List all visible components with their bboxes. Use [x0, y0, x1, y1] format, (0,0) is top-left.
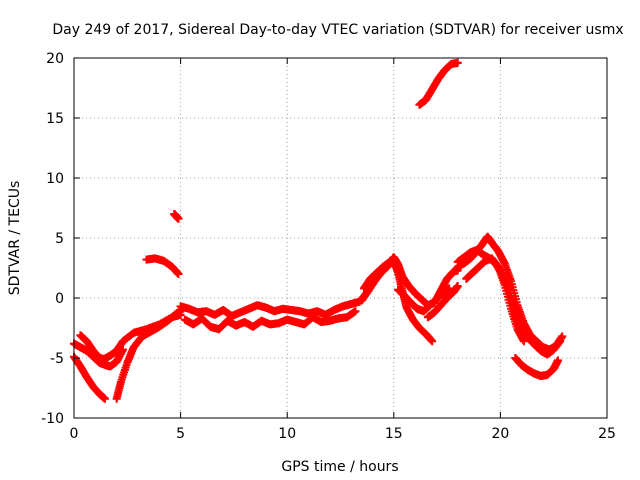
x-tick-label: 5 — [176, 426, 185, 442]
series-arc-7 — [176, 286, 373, 320]
data-point — [100, 394, 109, 403]
plot-frame — [73, 57, 608, 419]
series-arc-17 — [511, 354, 562, 380]
ticks-layer: 0 5 10 15 20 25 -10 -5 0 5 10 15 20 — [41, 51, 616, 442]
data-point — [519, 337, 528, 346]
data-point — [428, 337, 437, 346]
data-point — [553, 356, 562, 365]
series-arc-11 — [394, 284, 454, 316]
series-arc-12 — [415, 58, 462, 109]
y-tick-label: 15 — [46, 111, 64, 127]
series-arc-5 — [142, 254, 183, 278]
y-tick-label: -10 — [41, 411, 64, 427]
x-tick-label: 20 — [491, 426, 509, 442]
x-axis-label: GPS time / hours — [281, 459, 398, 475]
series-arc-10 — [359, 256, 437, 346]
x-tick-label: 0 — [70, 426, 79, 442]
chart-title: Day 249 of 2017, Sidereal Day-to-day VTE… — [52, 22, 623, 38]
x-tick-label: 25 — [598, 426, 616, 442]
y-tick-label: 0 — [55, 291, 64, 307]
y-tick-label: 20 — [46, 51, 64, 67]
y-axis-label: SDTVAR / TECUs — [7, 181, 23, 296]
y-tick-label: 5 — [55, 231, 64, 247]
x-tick-label: 10 — [278, 426, 296, 442]
data-point — [558, 332, 567, 341]
series-arc-6 — [170, 210, 183, 223]
data-point — [556, 337, 565, 346]
series-arc-4 — [76, 310, 185, 364]
series-arc-8 — [180, 307, 360, 334]
data-points-layer — [70, 58, 567, 403]
data-point — [453, 58, 462, 67]
series-arc-13 — [423, 282, 462, 322]
grid-layer — [74, 58, 607, 418]
data-point — [174, 270, 183, 278]
data-point — [174, 214, 183, 223]
data-point — [453, 282, 462, 290]
series-arc-16 — [462, 254, 528, 346]
y-tick-label: -5 — [50, 351, 64, 367]
x-tick-label: 15 — [385, 426, 403, 442]
y-tick-label: 10 — [46, 171, 64, 187]
data-point — [351, 307, 360, 316]
data-point — [176, 310, 185, 319]
